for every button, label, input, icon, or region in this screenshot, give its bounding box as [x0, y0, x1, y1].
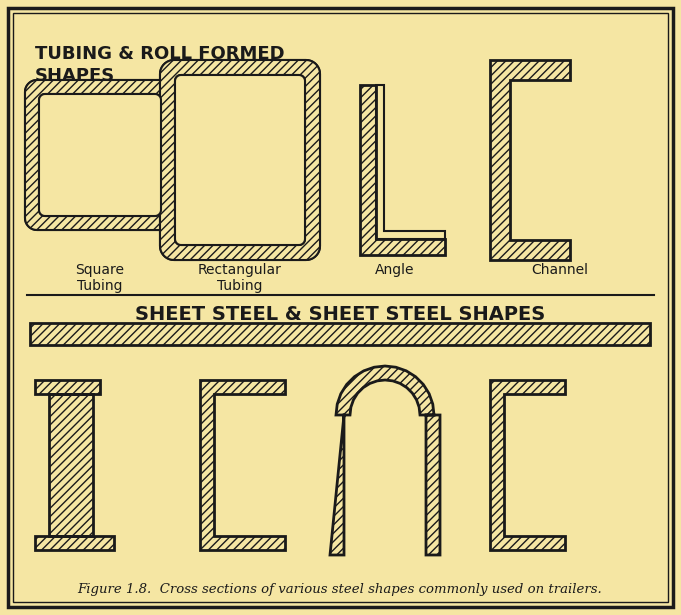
Polygon shape: [25, 80, 175, 230]
Polygon shape: [175, 75, 305, 245]
Polygon shape: [160, 60, 320, 260]
Text: Angle: Angle: [375, 263, 415, 277]
PathPatch shape: [35, 380, 114, 550]
Polygon shape: [39, 94, 161, 216]
PathPatch shape: [330, 366, 440, 555]
PathPatch shape: [490, 380, 565, 550]
PathPatch shape: [30, 323, 650, 345]
Text: TUBING & ROLL FORMED
SHAPES: TUBING & ROLL FORMED SHAPES: [35, 45, 285, 85]
PathPatch shape: [360, 85, 445, 255]
PathPatch shape: [200, 380, 285, 550]
PathPatch shape: [490, 60, 570, 260]
Text: Rectangular
Tubing: Rectangular Tubing: [198, 263, 282, 293]
PathPatch shape: [25, 80, 175, 230]
Text: Channel: Channel: [531, 263, 588, 277]
Text: SHEET STEEL & SHEET STEEL SHAPES: SHEET STEEL & SHEET STEEL SHAPES: [135, 305, 545, 324]
Text: Figure 1.8.  Cross sections of various steel shapes commonly used on trailers.: Figure 1.8. Cross sections of various st…: [78, 583, 603, 596]
Text: Square
Tubing: Square Tubing: [76, 263, 125, 293]
PathPatch shape: [160, 60, 320, 260]
